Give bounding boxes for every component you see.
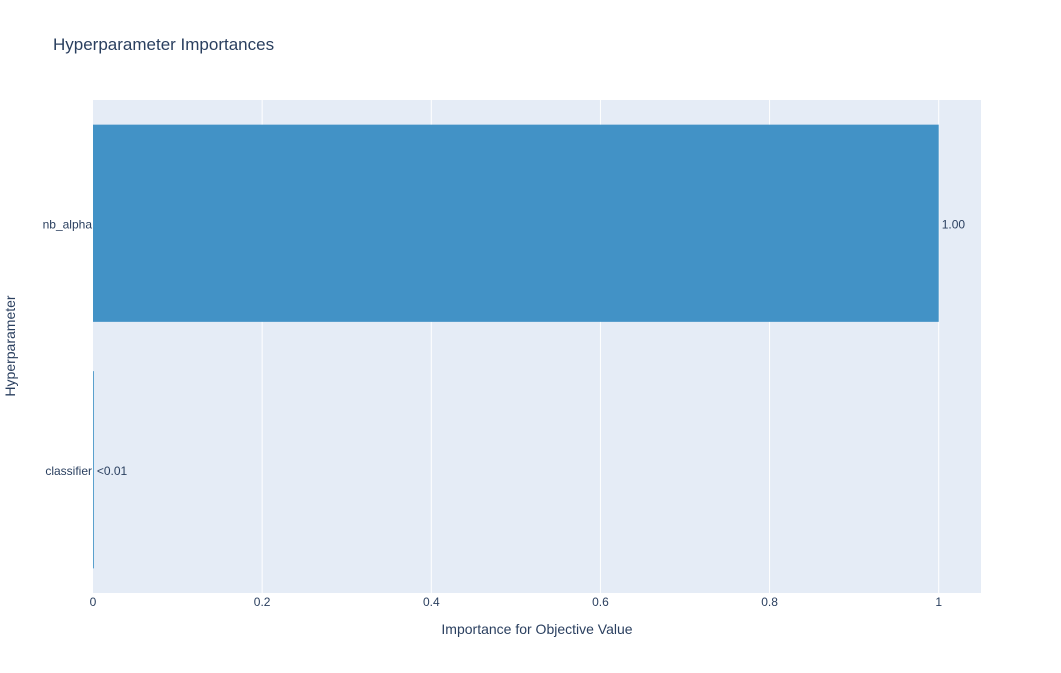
y-tick-label: classifier [45,464,92,478]
bar-nb_alpha [93,124,939,322]
chart-title: Hyperparameter Importances [53,35,274,54]
x-tick-label: 0 [90,595,97,609]
x-axis-ticks: 0 0.2 0.4 0.6 0.8 1 [90,595,943,609]
bars [93,124,939,569]
x-tick-label: 0.8 [761,595,778,609]
x-tick-label: 0.4 [423,595,440,609]
y-tick-label: nb_alpha [43,217,93,231]
bar-value-label: <0.01 [97,464,128,478]
bar-data-labels: <0.01 1.00 [97,217,966,478]
bar-classifier [93,371,94,569]
y-axis-title: Hyperparameter [2,295,18,396]
x-tick-label: 1 [935,595,942,609]
x-tick-label: 0.2 [254,595,271,609]
y-axis-ticks: classifier nb_alpha [43,217,93,478]
bar-value-label: 1.00 [942,217,966,231]
x-axis-title: Importance for Objective Value [441,621,632,637]
x-tick-label: 0.6 [592,595,609,609]
